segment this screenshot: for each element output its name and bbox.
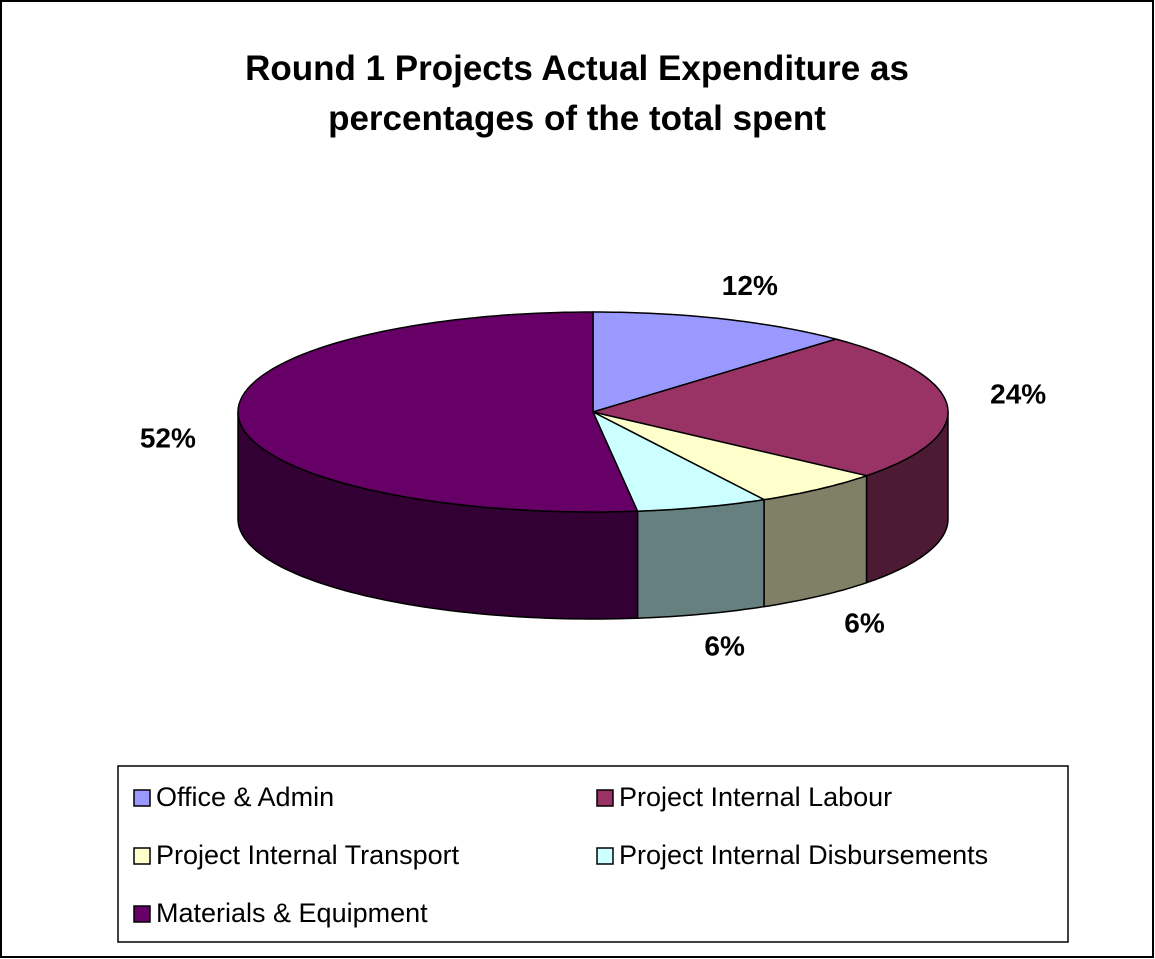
legend-label: Project Internal Labour — [619, 782, 892, 812]
chart-title: Round 1 Projects Actual Expenditure as p… — [245, 49, 909, 138]
legend-box — [117, 765, 1069, 943]
pie-slice-side — [636, 498, 765, 619]
legend-label: Office & Admin — [156, 782, 334, 812]
pie-slice — [592, 311, 839, 414]
legend-swatch — [133, 847, 151, 865]
legend-swatch — [133, 905, 151, 923]
data-label: 52% — [140, 422, 196, 453]
legend-swatch — [596, 789, 614, 807]
legend-label: Materials & Equipment — [156, 898, 428, 928]
data-label: 6% — [704, 630, 745, 661]
legend-label: Project Internal Disbursements — [619, 840, 988, 870]
pie-slice — [237, 311, 639, 513]
data-label: 6% — [844, 608, 885, 639]
legend-swatch — [133, 789, 151, 807]
legend-swatch — [596, 847, 614, 865]
data-label: 12% — [722, 270, 778, 301]
pie-slice — [590, 338, 949, 477]
legend-label: Project Internal Transport — [156, 840, 460, 870]
pie-slice — [591, 410, 767, 512]
pie-slice — [592, 411, 870, 501]
data-label: 24% — [990, 379, 1046, 410]
